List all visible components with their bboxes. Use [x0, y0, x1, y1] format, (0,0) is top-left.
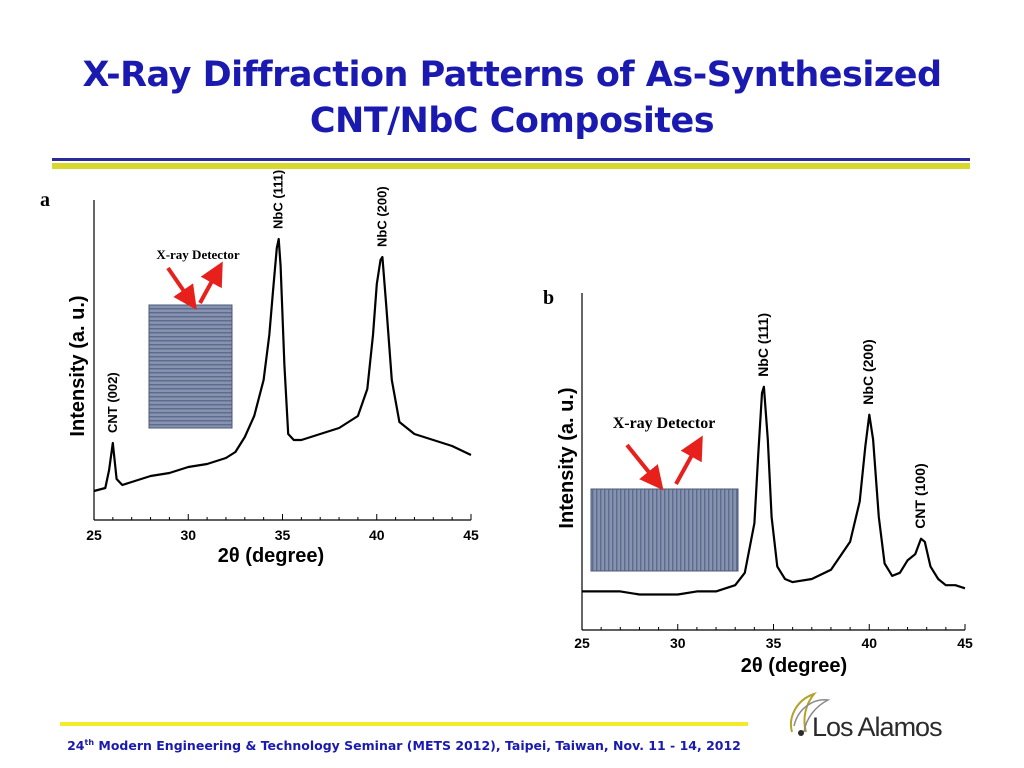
peak-label: NbC (111) — [271, 170, 286, 229]
footer-ordinal: 24 — [67, 738, 85, 754]
incident-arrow-b — [625, 443, 664, 491]
title-rule-blue — [52, 158, 970, 161]
title-line-1: X-Ray Diffraction Patterns of As-Synthes… — [82, 55, 942, 95]
title-line-2: CNT/NbC Composites — [309, 101, 715, 141]
x-tick-label: 45 — [957, 635, 973, 651]
x-tick-label: 40 — [861, 635, 877, 651]
diffracted-arrow-b — [674, 435, 703, 485]
peak-label: CNT (002) — [105, 372, 120, 433]
axes-b: 25 30 35 40 45 NbC (111) NbC (200) CNT (100) — [574, 293, 973, 651]
x-tick-label: 35 — [275, 527, 291, 543]
y-axis-label-a: Intensity (a. u.) — [67, 295, 89, 436]
x-tick-label: 40 — [369, 527, 385, 543]
peak-label: NbC (200) — [374, 186, 389, 247]
footer-text: 24th Modern Engineering & Technology Sem… — [64, 738, 744, 753]
incident-arrow-a — [166, 266, 197, 310]
diffracted-arrow-a — [198, 261, 223, 304]
logo-text: Los Alamos — [812, 712, 943, 742]
inset-caption-a: X-ray Detector — [156, 247, 240, 262]
inset-b: X-ray Detector — [590, 415, 739, 572]
title-rule-yellow — [52, 163, 970, 169]
inset-a: X-ray Detector — [148, 247, 240, 429]
footer-sup: th — [84, 738, 95, 747]
slide-title: X-Ray Diffraction Patterns of As-Synthes… — [0, 52, 1024, 144]
x-tick-label: 25 — [574, 635, 590, 651]
xrd-pattern-line — [582, 385, 966, 596]
x-axis-label-b: 2θ (degree) — [741, 655, 847, 677]
xrd-pattern-line — [93, 237, 472, 493]
footer-rest: Modern Engineering & Technology Seminar … — [94, 738, 741, 754]
peak-label: NbC (111) — [755, 313, 771, 377]
x-tick-label: 30 — [670, 635, 686, 651]
x-tick-label: 35 — [766, 635, 782, 651]
los-alamos-logo-icon — [790, 691, 831, 736]
inset-caption-b: X-ray Detector — [613, 415, 716, 432]
y-axis-label-b: Intensity (a. u.) — [556, 387, 578, 528]
x-tick-label: 45 — [463, 527, 479, 543]
peak-label: NbC (200) — [860, 339, 876, 404]
peak-label: CNT (100) — [912, 463, 928, 528]
panel-label-b: b — [543, 287, 554, 309]
axes-a: 25 30 35 40 45 CNT (002) NbC (111) NbC (200) — [86, 170, 479, 543]
x-tick-label: 25 — [86, 527, 102, 543]
sample-block-b — [590, 488, 739, 572]
footer-rule — [60, 722, 748, 726]
x-axis-label-a: 2θ (degree) — [218, 545, 324, 567]
sample-block-a — [148, 304, 233, 429]
x-tick-label: 30 — [180, 527, 196, 543]
panel-label-a: a — [40, 189, 50, 211]
